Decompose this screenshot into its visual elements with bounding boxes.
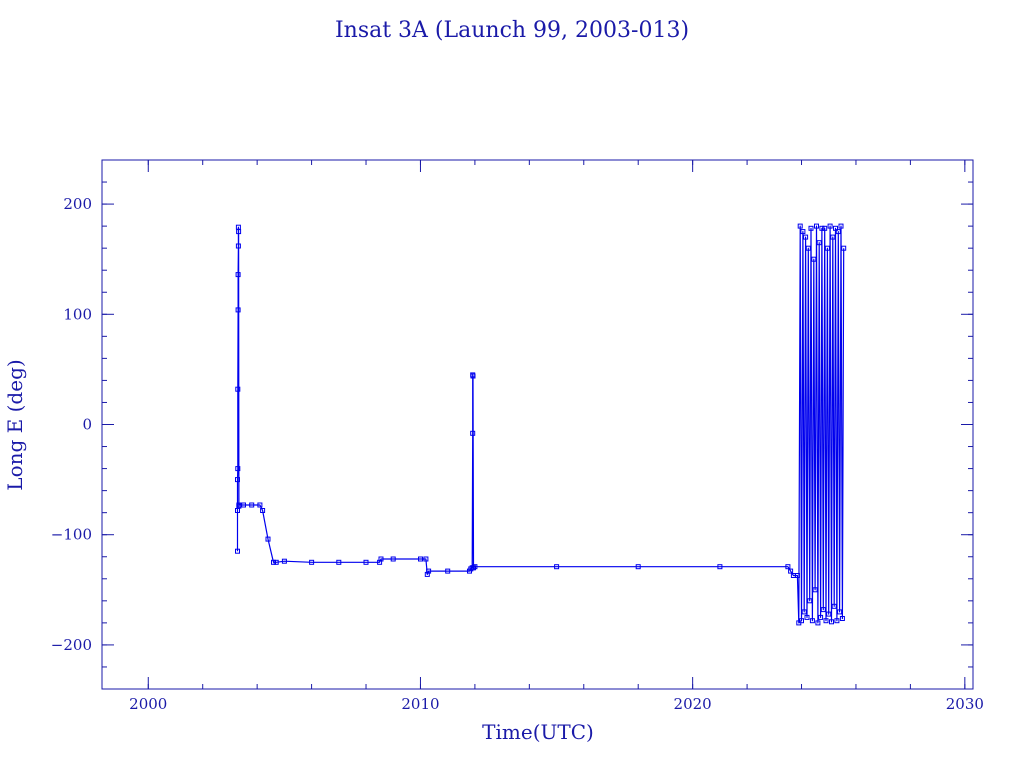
data-point-marker <box>837 609 843 615</box>
data-point-marker <box>363 559 369 565</box>
data-point-marker <box>717 564 723 570</box>
data-point-marker <box>235 466 241 472</box>
data-point-marker <box>826 611 832 617</box>
data-point-marker <box>788 568 794 574</box>
data-point-marker <box>281 558 287 564</box>
data-series <box>235 223 847 626</box>
y-tick-label: 200 <box>63 195 92 213</box>
data-point-marker <box>235 272 241 278</box>
data-point-marker <box>834 618 840 624</box>
data-point-marker <box>833 225 838 231</box>
data-point-marker <box>235 477 240 483</box>
tick-labels: 2000 2010 2020 2030 200 100 0 −100 −200 <box>51 195 984 713</box>
data-point-marker <box>235 386 241 392</box>
data-point-marker <box>797 223 803 229</box>
axis-ticks <box>102 159 973 690</box>
y-tick-label: −100 <box>51 526 92 544</box>
data-point-marker <box>803 234 809 240</box>
data-point-marker <box>265 536 271 542</box>
x-axis-label: Time(UTC) <box>482 720 594 744</box>
data-point-marker <box>805 245 811 251</box>
data-point-marker <box>271 559 276 565</box>
data-point-marker <box>472 564 478 570</box>
data-point-marker <box>814 223 819 229</box>
data-point-marker <box>839 616 845 621</box>
data-point-marker <box>812 587 818 593</box>
data-point-marker <box>807 598 813 604</box>
data-point-marker <box>470 373 476 379</box>
data-point-marker <box>257 502 263 508</box>
data-point-marker <box>831 603 837 609</box>
data-point-marker <box>241 502 246 508</box>
chart-title: Insat 3A (Launch 99, 2003-013) <box>335 18 689 43</box>
data-point-marker <box>823 618 829 624</box>
data-point-marker <box>811 256 817 262</box>
data-point-marker <box>377 559 383 565</box>
data-point-marker <box>635 564 641 570</box>
y-axis-label: Long E (deg) <box>3 359 27 490</box>
data-point-marker <box>804 614 810 620</box>
data-point-marker <box>799 618 804 624</box>
data-point-marker <box>785 564 791 570</box>
data-point-marker <box>418 556 423 562</box>
data-point-marker <box>554 564 560 570</box>
data-point-marker <box>829 619 834 625</box>
data-point-marker <box>841 245 847 251</box>
data-point-marker <box>423 556 429 562</box>
data-point-marker <box>309 559 315 565</box>
data-point-marker <box>378 556 384 562</box>
series-line <box>236 225 845 624</box>
data-point-marker <box>235 243 241 249</box>
data-point-marker <box>815 620 821 626</box>
data-point-marker <box>236 229 242 235</box>
data-point-marker <box>424 571 430 577</box>
data-point-marker <box>835 229 841 235</box>
data-point-marker <box>816 240 822 246</box>
y-tick-label: 100 <box>63 305 92 323</box>
data-point-marker <box>838 223 844 229</box>
x-tick-label: 2000 <box>129 695 167 713</box>
data-point-marker <box>809 618 815 624</box>
data-point-marker <box>249 502 255 508</box>
data-point-marker <box>801 609 807 615</box>
y-tick-label: −200 <box>51 636 92 654</box>
data-point-marker <box>808 225 814 231</box>
data-point-marker <box>827 223 833 229</box>
data-point-marker <box>445 568 451 574</box>
x-tick-label: 2010 <box>401 695 439 713</box>
data-point-marker <box>820 607 826 613</box>
data-point-marker <box>819 225 825 231</box>
x-tick-label: 2030 <box>946 695 984 713</box>
data-point-marker <box>260 508 266 513</box>
data-point-marker <box>235 307 241 313</box>
data-point-marker <box>800 229 806 235</box>
data-point-marker <box>830 234 836 240</box>
x-tick-label: 2020 <box>674 695 712 713</box>
data-point-marker <box>794 573 800 578</box>
data-point-marker <box>470 430 476 436</box>
data-point-marker <box>471 565 476 571</box>
data-point-marker <box>235 548 240 554</box>
data-point-marker <box>426 568 432 574</box>
data-point-marker <box>336 559 342 565</box>
data-point-marker <box>273 559 279 565</box>
y-tick-label: 0 <box>82 416 92 434</box>
plot-frame <box>101 159 974 690</box>
data-point-marker <box>818 614 824 620</box>
data-point-marker <box>822 225 828 231</box>
data-point-marker <box>390 556 396 562</box>
data-point-marker <box>824 245 830 251</box>
